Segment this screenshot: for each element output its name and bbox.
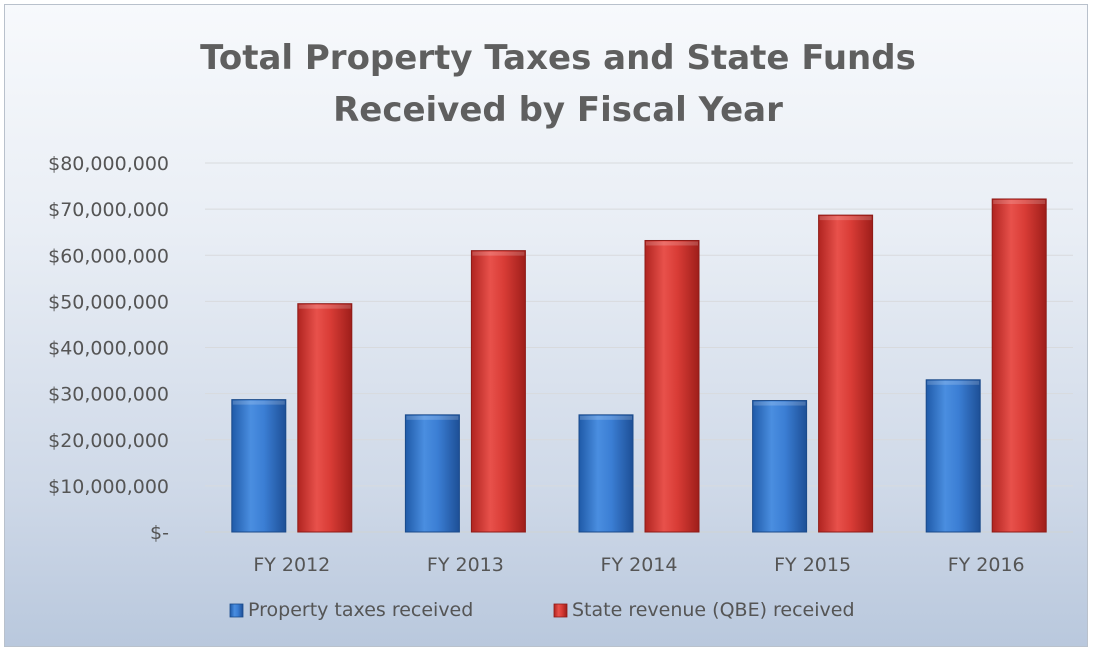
x-category-label: FY 2014: [601, 554, 678, 576]
bar-top-highlight: [580, 415, 632, 420]
chart-title-line-2: Received by Fiscal Year: [333, 90, 783, 130]
y-tick-label: $30,000,000: [48, 384, 169, 406]
bar-state-revenue-5: [991, 198, 1047, 533]
bar-property-taxes-4: [752, 400, 808, 533]
x-axis-category-labels: FY 2012 FY 2013 FY 2014 FY 2015 FY 2016: [253, 554, 1024, 576]
bar-top-highlight: [993, 199, 1046, 204]
y-tick-label: $80,000,000: [48, 153, 169, 175]
bar-chart: Total Property Taxes and State Funds Rec…: [48, 38, 1073, 621]
x-category-label: FY 2016: [948, 554, 1025, 576]
bar-top-highlight: [927, 380, 980, 385]
bar-state-revenue-1: [297, 303, 353, 533]
x-category-label: FY 2013: [427, 554, 504, 576]
bar-top-highlight: [232, 400, 285, 405]
y-tick-label: $70,000,000: [48, 199, 169, 221]
y-axis-tick-labels: $- $10,000,000 $20,000,000 $30,000,000 $40,0…: [48, 153, 169, 544]
bar-property-taxes-2: [404, 414, 460, 533]
legend-label: State revenue (QBE) received: [572, 599, 855, 621]
legend-label: Property taxes received: [248, 599, 473, 621]
chart-container: Total Property Taxes and State Funds Rec…: [4, 4, 1088, 647]
bar-state-revenue-2: [470, 250, 526, 533]
bar-top-highlight: [406, 415, 459, 420]
bar-top-highlight: [819, 216, 872, 221]
bars: [231, 198, 1047, 533]
y-tick-label: $60,000,000: [48, 245, 169, 267]
x-category-label: FY 2012: [253, 554, 330, 576]
bar-property-taxes-5: [925, 379, 981, 533]
legend-swatch: [553, 603, 568, 618]
y-tick-label: $40,000,000: [48, 338, 169, 360]
bar-property-taxes-1: [231, 399, 287, 533]
legend-swatch: [229, 603, 244, 618]
bar-top-highlight: [298, 304, 351, 309]
bar-state-revenue-3: [644, 239, 700, 533]
legend: Property taxes received State revenue (QB…: [229, 599, 855, 621]
x-category-label: FY 2015: [774, 554, 851, 576]
bar-state-revenue-4: [818, 214, 874, 533]
bar-property-taxes-3: [578, 414, 634, 533]
bar-top-highlight: [646, 241, 698, 246]
y-tick-label: $10,000,000: [48, 476, 169, 498]
bar-top-highlight: [753, 401, 806, 406]
bar-top-highlight: [472, 251, 525, 256]
chart-title-line-1: Total Property Taxes and State Funds: [200, 38, 916, 78]
y-tick-label: $20,000,000: [48, 430, 169, 452]
y-tick-label: $50,000,000: [48, 291, 169, 313]
y-tick-label: $-: [150, 522, 169, 544]
